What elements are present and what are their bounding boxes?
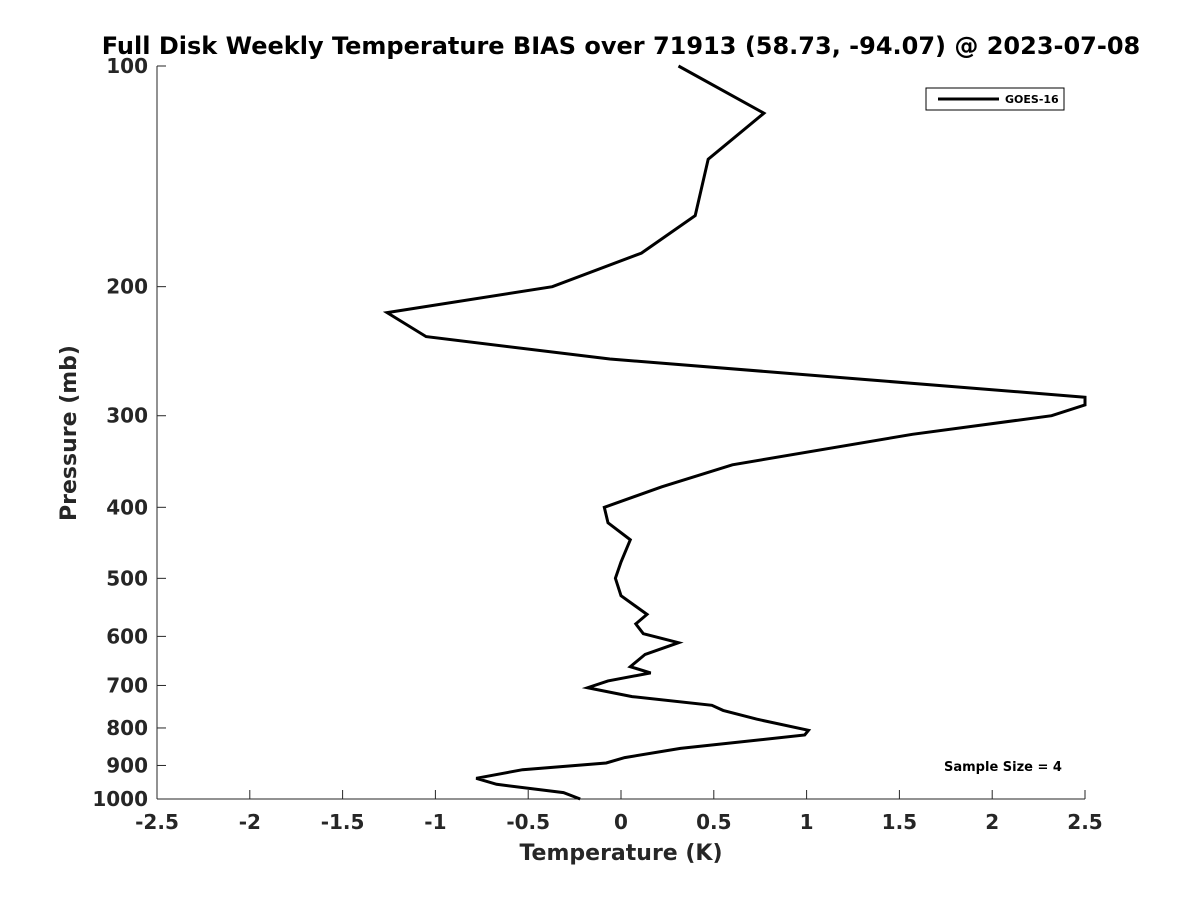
chart-title: Full Disk Weekly Temperature BIAS over 7… bbox=[102, 32, 1141, 60]
data-point bbox=[641, 253, 642, 254]
data-point bbox=[608, 680, 609, 681]
legend-label: GOES-16 bbox=[1005, 93, 1059, 106]
data-point bbox=[630, 666, 631, 667]
y-tick-label: 300 bbox=[106, 404, 148, 428]
data-point bbox=[426, 336, 427, 337]
data-point bbox=[476, 778, 477, 779]
data-point bbox=[723, 710, 724, 711]
data-point bbox=[552, 286, 553, 287]
data-point bbox=[632, 696, 633, 697]
data-point bbox=[763, 113, 764, 114]
data-point bbox=[711, 705, 712, 706]
data-point bbox=[563, 792, 564, 793]
x-tick-label: 0 bbox=[614, 810, 628, 834]
data-point bbox=[808, 730, 809, 731]
x-tick-label: 1 bbox=[800, 810, 814, 834]
data-point bbox=[695, 215, 696, 216]
data-point bbox=[650, 672, 651, 673]
data-point bbox=[621, 562, 622, 563]
data-point bbox=[387, 312, 388, 313]
y-tick-label: 100 bbox=[106, 54, 148, 78]
data-point bbox=[630, 539, 631, 540]
x-tick-label: -1.5 bbox=[321, 810, 365, 834]
data-point bbox=[615, 578, 616, 579]
data-point bbox=[680, 748, 681, 749]
y-tick-label: 900 bbox=[106, 753, 148, 777]
data-point bbox=[1085, 404, 1086, 405]
x-tick-label: 1.5 bbox=[882, 810, 917, 834]
data-point bbox=[604, 507, 605, 508]
data-point bbox=[756, 719, 757, 720]
data-point bbox=[587, 687, 588, 688]
data-point bbox=[624, 757, 625, 758]
x-tick-label: -2.5 bbox=[135, 810, 179, 834]
y-axis-label: Pressure (mb) bbox=[57, 345, 82, 521]
data-point bbox=[609, 359, 610, 360]
data-point bbox=[621, 595, 622, 596]
data-point bbox=[678, 66, 679, 67]
data-point bbox=[606, 763, 607, 764]
data-point bbox=[645, 654, 646, 655]
x-tick-label: -1 bbox=[424, 810, 446, 834]
data-point bbox=[580, 799, 581, 800]
data-point bbox=[522, 769, 523, 770]
y-tick-label: 500 bbox=[106, 566, 148, 590]
x-axis-label: Temperature (K) bbox=[519, 841, 722, 866]
series-line-goes-16 bbox=[382, 64, 1087, 801]
y-tick-label: 1000 bbox=[92, 787, 148, 811]
data-point bbox=[608, 522, 609, 523]
y-tick-label: 800 bbox=[106, 716, 148, 740]
data-point bbox=[708, 159, 709, 160]
y-tick-label: 600 bbox=[106, 624, 148, 648]
y-tick-label: 700 bbox=[106, 673, 148, 697]
x-tick-label: -0.5 bbox=[506, 810, 550, 834]
data-point bbox=[1085, 397, 1086, 398]
x-tick-label: 2.5 bbox=[1067, 810, 1102, 834]
data-point bbox=[678, 642, 679, 643]
data-point bbox=[647, 614, 648, 615]
plot-area: -2.5 -2 -1.5 -1 -0.5 0 0.5 1 1.5 2 2.5 100 200 300 400… bbox=[92, 54, 1102, 834]
data-point bbox=[661, 486, 662, 487]
data-point bbox=[496, 784, 497, 785]
y-tick-label: 400 bbox=[106, 495, 148, 519]
data-point bbox=[635, 623, 636, 624]
data-point bbox=[912, 434, 913, 435]
data-point bbox=[804, 735, 805, 736]
data-point bbox=[643, 633, 644, 634]
data-point bbox=[1051, 415, 1052, 416]
x-tick-label: -2 bbox=[239, 810, 261, 834]
sample-size-annotation: Sample Size = 4 bbox=[944, 760, 1062, 775]
legend: GOES-16 bbox=[925, 87, 1065, 111]
data-point bbox=[732, 464, 733, 465]
x-tick-label: 0.5 bbox=[696, 810, 731, 834]
y-tick-label: 200 bbox=[106, 275, 148, 299]
x-tick-label: 2 bbox=[985, 810, 999, 834]
